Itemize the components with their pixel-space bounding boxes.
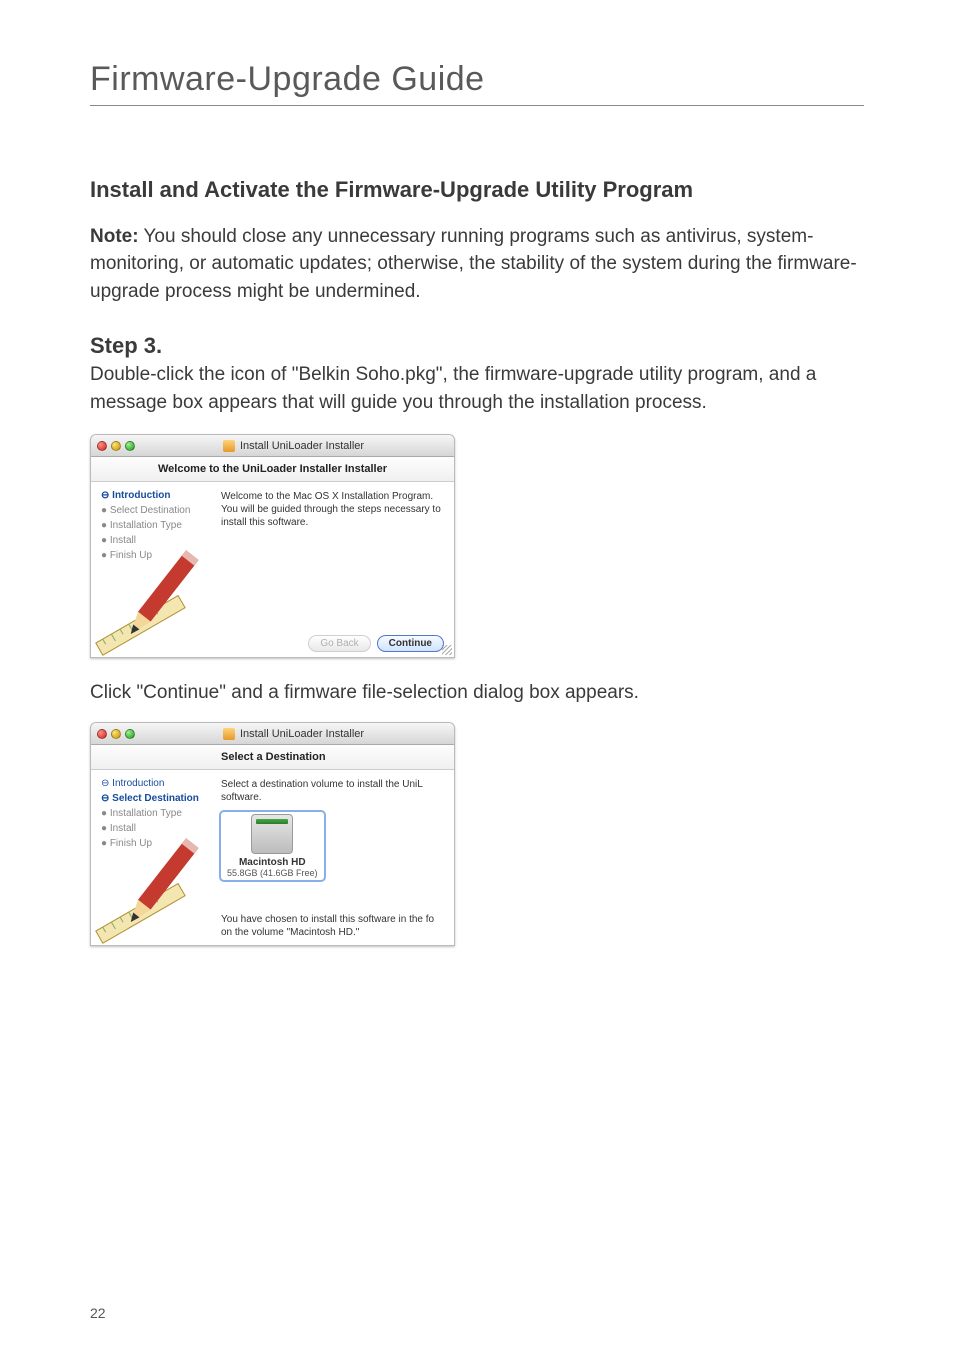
- welcome-text: Welcome to the Mac OS X Installation Pro…: [221, 490, 444, 529]
- side-step-finish-up: ● Finish Up: [101, 838, 207, 849]
- installer-subtitle: Welcome to the UniLoader Installer Insta…: [91, 457, 454, 482]
- title-divider: [90, 105, 864, 106]
- continue-paragraph: Click "Continue" and a firmware file-sel…: [90, 682, 864, 704]
- note-paragraph: Note: You should close any unnecessary r…: [90, 223, 864, 306]
- side-step-introduction: ⊖ Introduction: [101, 490, 207, 501]
- page-number: 22: [90, 1305, 106, 1321]
- titlebar-title: Install UniLoader Installer: [139, 728, 448, 740]
- titlebar-title: Install UniLoader Installer: [139, 440, 448, 452]
- step-heading: Step 3.: [90, 333, 864, 359]
- chosen-text: You have chosen to install this software…: [221, 914, 444, 939]
- titlebar-text: Install UniLoader Installer: [240, 728, 364, 740]
- zoom-icon[interactable]: [125, 729, 135, 739]
- titlebar: Install UniLoader Installer: [91, 435, 454, 457]
- side-step-finish-up: ● Finish Up: [101, 550, 207, 561]
- note-text: You should close any unnecessary running…: [90, 226, 857, 302]
- installer-subtitle: Select a Destination: [91, 745, 454, 770]
- side-step-select-destination: ⊖ Select Destination: [101, 793, 207, 804]
- side-step-introduction: ⊖ Introduction: [101, 778, 207, 789]
- side-step-install: ● Install: [101, 823, 207, 834]
- side-step-installation-type: ● Installation Type: [101, 520, 207, 531]
- titlebar: Install UniLoader Installer: [91, 723, 454, 745]
- side-step-install: ● Install: [101, 535, 207, 546]
- zoom-icon[interactable]: [125, 441, 135, 451]
- package-icon: [223, 440, 235, 452]
- minimize-icon[interactable]: [111, 441, 121, 451]
- drive-name: Macintosh HD: [227, 857, 318, 868]
- drive-icon: [251, 814, 293, 854]
- close-icon[interactable]: [97, 729, 107, 739]
- installer-side-steps: ⊖ Introduction ● Select Destination ● In…: [91, 482, 211, 657]
- section-heading: Install and Activate the Firmware-Upgrad…: [90, 176, 864, 205]
- installer-body: Welcome to the Mac OS X Installation Pro…: [211, 482, 454, 657]
- installer-body: Select a destination volume to install t…: [211, 770, 454, 945]
- side-step-select-destination: ● Select Destination: [101, 505, 207, 516]
- note-leadin: Note:: [90, 226, 139, 247]
- package-icon: [223, 728, 235, 740]
- resize-grip[interactable]: [442, 645, 452, 655]
- installer-window-welcome: Install UniLoader Installer Welcome to t…: [90, 434, 455, 658]
- installer-window-destination: Install UniLoader Installer Select a Des…: [90, 722, 455, 946]
- drive-size: 55.8GB (41.6GB Free): [227, 868, 318, 878]
- minimize-icon[interactable]: [111, 729, 121, 739]
- continue-button[interactable]: Continue: [377, 635, 444, 652]
- side-step-installation-type: ● Installation Type: [101, 808, 207, 819]
- drive-option[interactable]: Macintosh HD 55.8GB (41.6GB Free): [221, 812, 324, 880]
- destination-text: Select a destination volume to install t…: [221, 778, 444, 804]
- go-back-button: Go Back: [308, 635, 370, 652]
- step-paragraph: Double-click the icon of "Belkin Soho.pk…: [90, 361, 864, 416]
- titlebar-text: Install UniLoader Installer: [240, 440, 364, 452]
- close-icon[interactable]: [97, 441, 107, 451]
- installer-side-steps: ⊖ Introduction ⊖ Select Destination ● In…: [91, 770, 211, 945]
- page-title: Firmware-Upgrade Guide: [90, 60, 864, 99]
